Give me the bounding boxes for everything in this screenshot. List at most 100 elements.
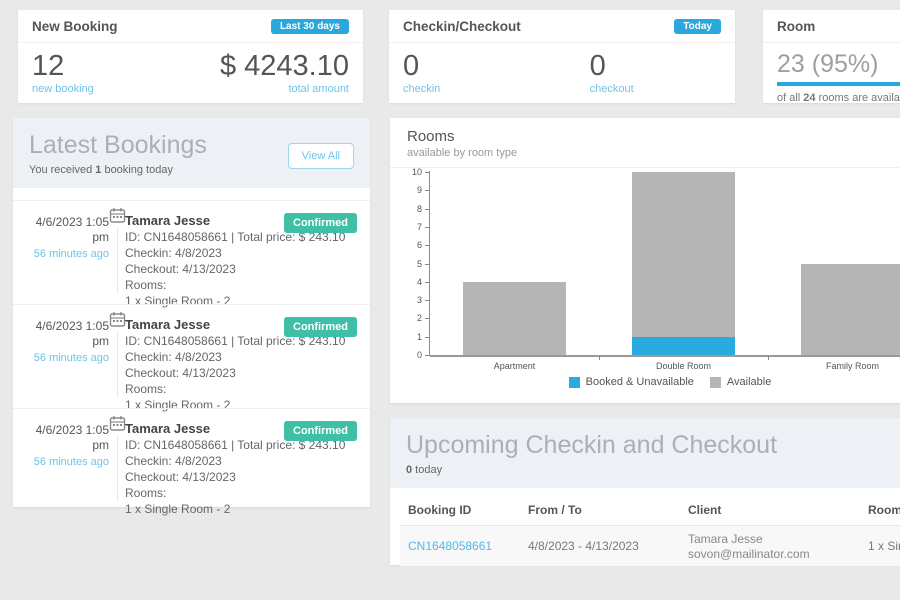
new-booking-stat: 12 new booking [32,49,349,96]
ytick [425,355,429,356]
booking-client-name: Tamara Jesse [125,317,211,332]
booking-id-price: ID: CN1648058661 | Total price: $ 243.10 [125,334,346,348]
upcoming-count: 0 [406,464,413,476]
yaxis [429,171,430,356]
ylabel: 8 [416,203,422,214]
cell-rooms: 1 x Single Room - 2 [868,539,900,553]
catlabel: Family Room [825,361,879,371]
cell-client-email: sovon@mailinator.com [688,547,810,561]
upcoming-header: Upcoming Checkin and Checkout 0 today [390,418,900,488]
total-amount-label: total amount [288,83,349,95]
room-caption-total: 24 [803,92,816,104]
legend-label: Available [726,376,772,388]
checkin-count: 0 [403,50,420,82]
total-amount-value: $ 4243.10 [219,50,349,82]
rooms-chart-plot: 0 1 2 3 4 5 6 7 8 9 10 Apartment Double Room Family R… [390,167,900,403]
booking-rooms-label: Rooms: [125,382,167,396]
checkin-checkout-card-header: Checkin/Checkout Today [389,10,735,43]
latest-bookings-subtitle-count: 1 [95,164,102,176]
cell-client-name: Tamara Jesse [688,532,763,546]
room-progress-bar [777,82,900,86]
ylabel: 3 [416,295,422,306]
ylabel: 6 [416,240,422,251]
ytick [425,263,429,265]
rooms-chart-subtitle: available by room type [407,147,518,159]
confirmed-badge: Confirmed [284,317,357,337]
booking-time: 4/6/2023 1:05 pm 56 minutes ago [19,423,109,470]
booking-datetime: 4/6/2023 1:05 pm [35,319,109,348]
new-booking-count-label: new booking [32,83,94,95]
booking-rooms-label: Rooms: [125,278,167,292]
table-row[interactable]: CN1648058661 4/8/2023 - 4/13/2023 Tamara… [400,526,900,566]
cell-from-to: 4/8/2023 - 4/13/2023 [528,539,639,553]
booking-id-price: ID: CN1648058661 | Total price: $ 243.10 [125,438,346,452]
latest-bookings-panel: Latest Bookings You received 1 booking t… [13,118,370,516]
booking-time-ago: 56 minutes ago [33,248,109,260]
ylabel: 4 [416,276,422,287]
btick [599,356,600,360]
upcoming-panel: Upcoming Checkin and Checkout 0 today Bo… [390,418,900,566]
room-available-value: 23 (95%) [777,50,879,78]
booking-checkin: Checkin: 4/8/2023 [125,454,222,468]
ylabel: 7 [416,221,422,232]
booking-checkin: Checkin: 4/8/2023 [125,246,222,260]
confirmed-badge: Confirmed [284,213,357,233]
booking-id-link[interactable]: CN1648058661 [408,539,493,553]
ytick [425,208,429,210]
catlabel: Apartment [493,361,536,371]
legend-item: Available [709,376,772,388]
booking-id-price: ID: CN1648058661 | Total price: $ 243.10 [125,230,346,244]
room-progress-fill [777,82,900,86]
booking-time-ago: 56 minutes ago [33,456,109,468]
col-header-rooms: Rooms [868,503,900,517]
view-all-button[interactable]: View All [287,143,354,169]
latest-bookings-subtitle-suffix: booking today [101,164,173,176]
checkin-label: checkin [403,83,441,95]
rooms-chart-panel: Rooms available by room type 0 1 2 3 4 5 6 7 8 9 1… [390,118,900,403]
room-caption-suffix: rooms are available [818,92,900,104]
booking-client-name: Tamara Jesse [125,213,211,228]
room-card-body: 23 (95%) of all 24 rooms are available [763,43,900,104]
booking-list-item[interactable]: 4/6/2023 1:05 pm 56 minutes ago Tamara J… [13,408,370,516]
booking-checkout: Checkout: 4/13/2023 [125,470,236,484]
table-header-row: Booking ID From / To Client Rooms [400,494,900,526]
booking-list-item[interactable]: 4/6/2023 1:05 pm 56 minutes ago Tamara J… [13,304,370,412]
last-30-days-badge: Last 30 days [270,18,349,34]
ytick [425,172,429,173]
ylabel: 0 [416,350,422,360]
booking-datetime: 4/6/2023 1:05 pm [35,215,109,244]
btick [768,356,769,360]
booking-list-item[interactable]: 4/6/2023 1:05 pm 56 minutes ago Tamara J… [13,200,370,308]
booking-datetime: 4/6/2023 1:05 pm [35,423,109,452]
booking-client-name: Tamara Jesse [125,421,211,436]
room-card: Room 23 (95%) of all 24 rooms are availa… [763,10,900,104]
ylabel: 2 [416,313,422,324]
room-caption: of all 24 rooms are available [777,92,900,104]
legend-item: Booked & Unavailable [568,376,694,388]
room-caption-prefix: of all [777,92,804,104]
total-amount-stat: $ 4243.10 total amount [220,49,349,96]
bar [632,336,735,355]
ytick [425,318,429,320]
calendar-icon [109,208,126,223]
ytick [425,226,429,228]
ytick [425,281,429,283]
ytick [425,245,429,247]
booking-checkout: Checkout: 4/13/2023 [125,366,236,380]
ylabel: 10 [411,167,422,177]
bar [632,172,735,337]
ylabel: 9 [416,185,422,196]
xaxis [430,355,900,357]
col-header-booking-id: Booking ID [408,503,472,517]
ytick [425,300,429,302]
catlabel: Double Room [655,361,712,371]
checkout-label: checkout [589,83,634,95]
latest-bookings-subtitle-prefix: You received [29,164,96,176]
new-booking-title: New Booking [32,18,118,34]
ylabel: 5 [416,258,422,269]
checkin-checkout-title: Checkin/Checkout [403,18,521,34]
upcoming-subtitle: 0 today [406,464,894,476]
checkout-count: 0 [589,50,606,82]
booking-checkout: Checkout: 4/13/2023 [125,262,236,276]
checkin-checkout-body: 0 checkin 0 checkout [389,43,735,96]
